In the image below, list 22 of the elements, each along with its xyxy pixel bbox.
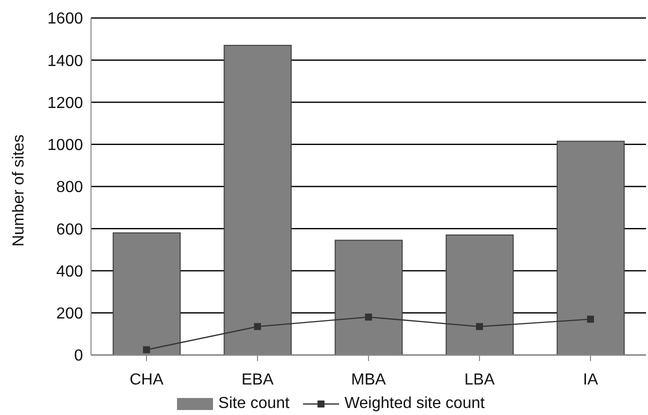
y-tick-label: 1000 — [47, 137, 84, 154]
legend-label: Site count — [218, 395, 290, 413]
x-tick-label: LBA — [464, 371, 495, 388]
legend-label: Weighted site count — [344, 395, 485, 413]
point — [365, 314, 372, 321]
y-tick-label: 0 — [74, 348, 84, 365]
point — [587, 316, 594, 323]
y-tick-label: 800 — [56, 179, 84, 196]
x-tick-label: EBA — [241, 371, 274, 388]
point — [143, 346, 150, 354]
x-tick-label: IA — [582, 371, 598, 388]
y-tick-label: 1600 — [47, 10, 84, 28]
y-tick-label: 600 — [56, 221, 84, 238]
point — [476, 323, 483, 330]
point — [254, 323, 261, 330]
y-tick-label: 1400 — [47, 52, 84, 70]
x-tick-label: MBA — [351, 371, 386, 388]
y-axis-title: Number of sites — [10, 134, 28, 246]
x-tick-label: CHA — [130, 371, 164, 388]
y-tick-label: 400 — [56, 263, 84, 280]
y-tick-label: 1200 — [47, 94, 84, 112]
y-tick-label: 200 — [56, 306, 84, 323]
